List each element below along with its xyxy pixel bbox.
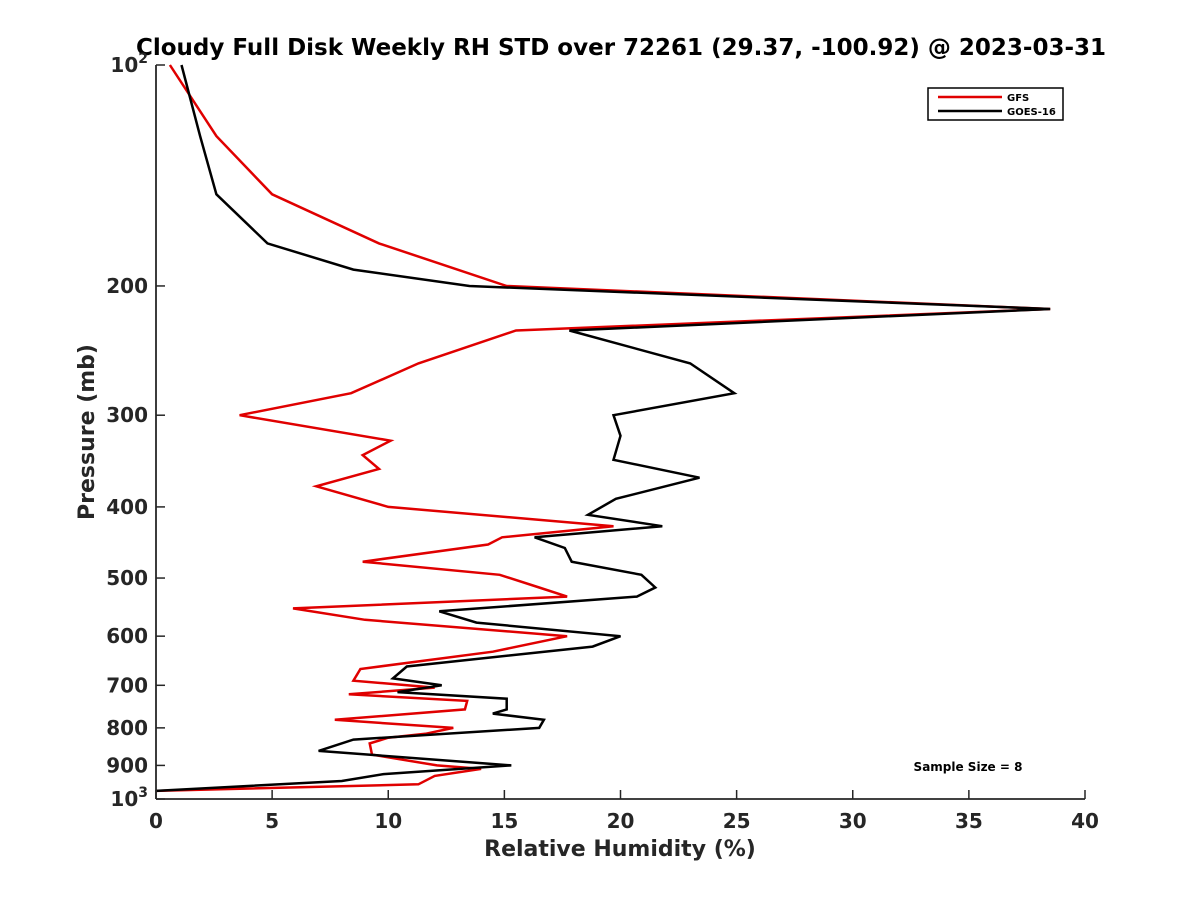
legend-box [927,87,1064,121]
series-lines [155,64,1051,793]
x-tick-label: 0 [149,809,163,833]
y-tick-label: 102 [110,51,148,77]
x-axis-label: Relative Humidity (%) [484,837,756,862]
x-tick-label: 20 [607,809,635,833]
sample-size-annotation: Sample Size = 8 [914,760,1023,774]
x-tick-label: 15 [490,809,518,833]
series-line-gfs [155,64,1051,793]
chart-title: Cloudy Full Disk Weekly RH STD over 7226… [136,35,1106,61]
y-tick-label: 600 [106,624,148,648]
x-tick-label: 40 [1071,809,1099,833]
x-tick-label: 25 [723,809,751,833]
x-tick-label: 30 [839,809,867,833]
y-ticks: 102 200 300 400 500 600 700 800 900 103 [106,51,165,811]
y-tick-label: 200 [106,274,148,298]
y-tick-label: 300 [106,403,148,427]
y-tick-label: 103 [110,785,148,811]
x-ticks: 0 5 10 15 20 25 30 35 40 [149,790,1099,833]
y-axis-label: Pressure (mb) [75,344,100,520]
y-tick-label: 400 [106,495,148,519]
legend-label-goes16: GOES-16 [1007,107,1056,118]
y-tick-label: 500 [106,566,148,590]
y-tick-label: 700 [106,673,148,697]
legend: GFS GOES-16 [927,87,1064,121]
x-tick-label: 10 [374,809,402,833]
legend-label-gfs: GFS [1007,93,1029,104]
y-tick-label: 800 [106,716,148,740]
series-line-goes16 [155,64,1051,793]
x-tick-label: 5 [265,809,279,833]
y-tick-label: 900 [106,753,148,777]
x-tick-label: 35 [955,809,983,833]
